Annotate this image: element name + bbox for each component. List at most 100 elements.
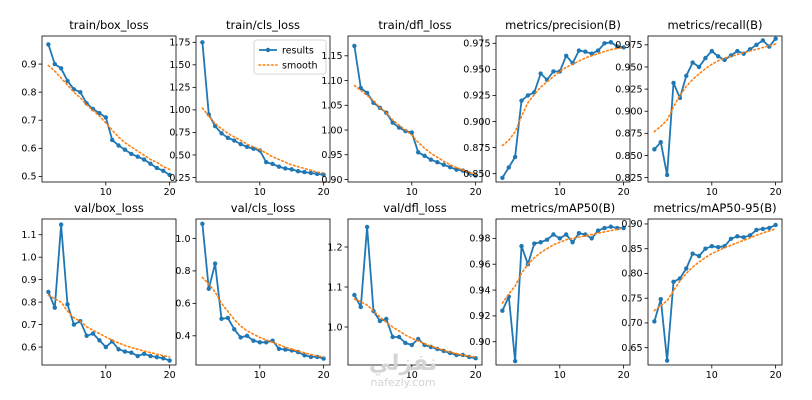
y-tick-label: 0.92 [469, 311, 490, 322]
results-point [621, 225, 626, 231]
y-tick-label: 0.950 [463, 65, 490, 76]
results-point [200, 221, 205, 227]
panel-title: val/cls_loss [231, 201, 295, 215]
y-tick-label: 1.50 [169, 60, 190, 71]
x-tick-label: 10 [554, 370, 566, 381]
results-point [129, 350, 134, 355]
panel-title: metrics/precision(B) [505, 18, 621, 32]
results-point [225, 315, 231, 321]
x-tick-label: 10 [100, 187, 112, 198]
results-point [167, 172, 172, 178]
results-point [735, 234, 740, 239]
y-tick-label: 0.6 [21, 342, 36, 353]
results-point [652, 147, 657, 152]
y-tick-label: 0.95 [321, 150, 342, 161]
results-point [741, 235, 746, 240]
results-point [696, 64, 702, 70]
results-point [232, 327, 237, 332]
results-point [703, 55, 708, 61]
results-point [664, 172, 670, 178]
results-point [409, 342, 415, 348]
x-tick-label: 20 [770, 187, 782, 198]
y-tick-label: 0.900 [615, 107, 642, 118]
y-tick-label: 1.1 [327, 282, 342, 293]
results-point [664, 358, 670, 363]
results-point [532, 241, 537, 246]
y-tick-label: 1.0 [21, 252, 36, 263]
y-tick-label: 0.7 [21, 320, 36, 331]
watermark-url: nafezly.com [370, 376, 436, 389]
results-point [595, 228, 601, 233]
results-point [595, 48, 601, 53]
results-point [544, 237, 550, 242]
panel-val-box-loss: val/box_loss 10 20 0.6 0.7 0.8 0.9 1.0 1.1 [21, 201, 177, 381]
y-tick-label: 1.75 [169, 38, 190, 49]
y-tick-label: 0.875 [463, 143, 490, 154]
y-tick-label: 0.85 [621, 244, 642, 255]
results-point [161, 168, 166, 173]
y-tick-label: 0.8 [175, 266, 190, 277]
panel-val-cls-loss: val/cls_loss 10 20 0.4 0.6 0.8 1.0 [175, 201, 331, 381]
results-point [148, 161, 153, 166]
results-point [390, 120, 395, 125]
panel-title: val/box_loss [74, 201, 144, 215]
results-point [538, 240, 543, 245]
x-tick-label: 10 [254, 187, 266, 198]
x-tick-label: 20 [618, 187, 630, 198]
panel-train-cls-loss: train/cls_loss 10 20 0.25 0.50 0.75 1.00 1.25 1.… [169, 18, 331, 198]
panel-title: metrics/mAP50(B) [511, 201, 615, 215]
results-point [200, 40, 205, 45]
y-tick-label: 0.6 [175, 299, 190, 310]
watermark-logo: نفزلي [368, 351, 438, 376]
results-point [122, 147, 128, 152]
results-point [71, 322, 77, 327]
y-tick-label: 1.00 [169, 105, 190, 116]
results-point [263, 340, 269, 345]
x-tick-label: 10 [100, 370, 112, 381]
y-tick-label: 0.925 [615, 84, 642, 95]
x-tick-label: 20 [770, 370, 782, 381]
results-point [244, 333, 250, 338]
results-point [747, 233, 753, 238]
results-point [129, 151, 134, 157]
y-tick-label: 1.1 [21, 230, 36, 241]
x-tick-label: 20 [318, 370, 330, 381]
results-point [135, 353, 140, 359]
results-point [715, 245, 721, 250]
y-tick-label: 0.94 [469, 285, 490, 296]
y-tick-label: 0.75 [169, 128, 190, 139]
results-point [270, 161, 275, 167]
x-tick-label: 10 [406, 370, 418, 381]
x-tick-label: 20 [164, 187, 176, 198]
y-tick-label: 0.8 [21, 87, 36, 98]
y-tick-label: 0.975 [463, 39, 490, 50]
results-point [767, 225, 772, 231]
axes-frame [347, 218, 483, 366]
y-tick-label: 0.850 [463, 169, 490, 180]
results-point [608, 224, 614, 229]
smooth-line [353, 84, 477, 176]
y-tick-label: 0.9 [21, 275, 36, 286]
results-point [212, 261, 218, 266]
results-point [602, 41, 607, 46]
x-tick-label: 10 [554, 187, 566, 198]
y-tick-label: 0.900 [463, 117, 490, 128]
results-point [396, 334, 402, 340]
legend-results-marker [265, 47, 271, 53]
results-point [563, 53, 569, 59]
results-point [97, 338, 102, 343]
axes-frame [347, 35, 483, 183]
results-point [658, 139, 663, 145]
results-point [103, 344, 109, 350]
results-point [141, 157, 147, 162]
results-point [684, 266, 689, 271]
results-point [352, 292, 357, 298]
results-point [583, 49, 588, 54]
y-tick-label: 0.90 [621, 219, 642, 230]
y-tick-label: 0.925 [463, 91, 490, 102]
results-point [251, 338, 256, 343]
results-point [684, 73, 689, 79]
results-point [754, 42, 759, 48]
